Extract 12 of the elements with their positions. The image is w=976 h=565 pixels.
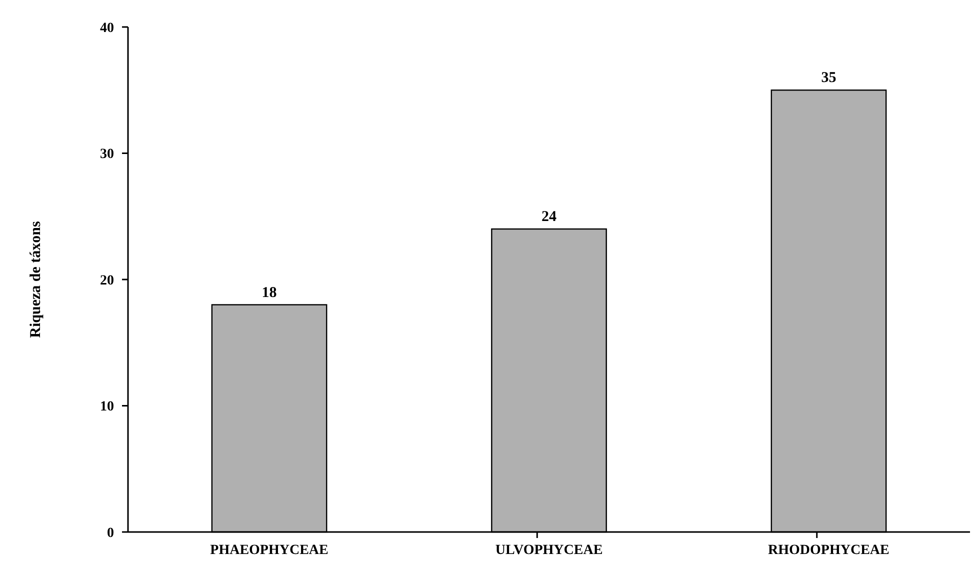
data-label: 24 xyxy=(542,209,557,225)
y-axis-title: Riqueza de táxons xyxy=(28,221,44,338)
y-tick-label: 10 xyxy=(100,400,114,415)
y-tick-label: 20 xyxy=(100,273,114,288)
x-tick-label: PHAEOPHYCEAE xyxy=(210,543,328,558)
y-tick-label: 40 xyxy=(100,20,114,36)
y-tick-label: 30 xyxy=(100,147,114,162)
x-tick-label: RHODOPHYCEAE xyxy=(768,543,890,558)
x-tick-label: ULVOPHYCEAE xyxy=(495,543,603,558)
data-label: 18 xyxy=(262,284,277,301)
data-label: 35 xyxy=(821,70,836,86)
y-tick-label: 0 xyxy=(107,526,114,541)
